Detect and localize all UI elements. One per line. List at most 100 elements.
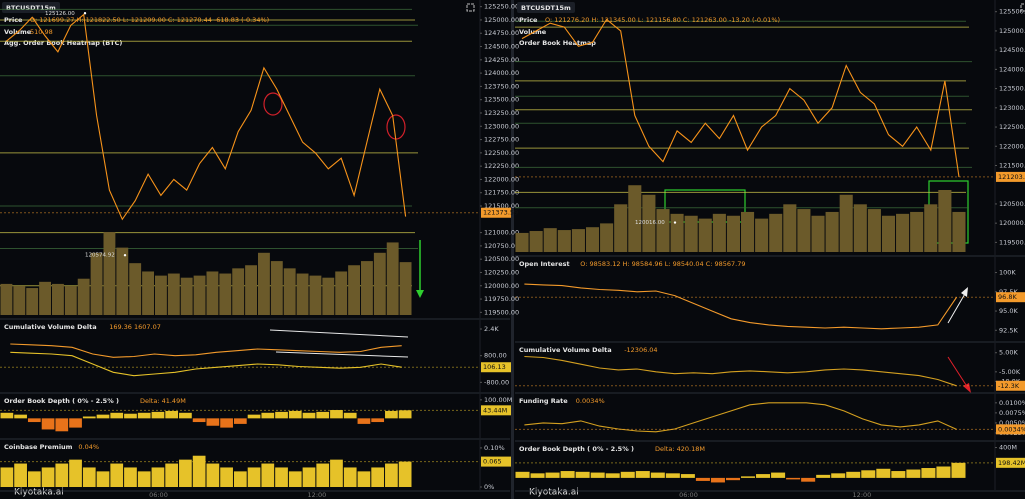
bar: [69, 418, 82, 428]
last-value-label: 121373.59: [483, 209, 518, 217]
bar: [590, 472, 605, 478]
time-label: 06:00: [149, 491, 168, 499]
pane-title: Order Book Depth ( 0% - 2.5% ): [519, 445, 634, 453]
y-tick-label: 120000.00: [484, 282, 519, 290]
bar: [64, 285, 77, 315]
series-line: [10, 343, 402, 358]
bar: [628, 185, 642, 252]
bar: [825, 211, 839, 252]
bar: [137, 471, 151, 487]
y-tick-label: 123500.00: [484, 96, 519, 104]
bar: [385, 410, 398, 419]
series-line: [524, 402, 957, 433]
bar: [891, 471, 906, 478]
last-value-tag: [996, 457, 1025, 468]
bar: [116, 247, 129, 315]
time-label: 12:00: [308, 491, 327, 499]
bar: [801, 477, 816, 482]
bar: [27, 418, 41, 423]
y-tick-label: 119500.00: [999, 238, 1025, 246]
bar: [343, 467, 357, 487]
bar: [710, 477, 725, 483]
bar: [399, 262, 412, 315]
last-value-tag: [996, 380, 1025, 391]
y-tick-label: 121000.00: [484, 229, 519, 237]
y-tick-label: 122750.00: [484, 136, 519, 144]
bar: [605, 473, 620, 478]
annotation-label: 120016.00: [635, 220, 665, 226]
bar: [55, 463, 69, 487]
bar: [642, 194, 656, 252]
y-tick-label: 125000.00: [999, 27, 1025, 35]
y-tick-label: 123250.00: [484, 109, 519, 117]
symbol-chip: [2, 2, 60, 13]
bar: [656, 209, 670, 252]
bar: [896, 213, 910, 252]
y-tick-label: 124500.00: [484, 43, 519, 51]
symbol-chip: [517, 2, 575, 13]
y-tick-label: 120500.00: [484, 255, 519, 263]
bar: [712, 213, 726, 252]
heatmap-title: Order Book Heatmap: [519, 39, 596, 47]
bar: [27, 471, 41, 487]
y-tick-label: 123500.00: [999, 85, 1025, 93]
bar: [129, 263, 142, 315]
bar: [206, 418, 220, 426]
bar: [179, 459, 192, 487]
bar: [82, 416, 96, 419]
last-value-label: 43.44M: [483, 406, 507, 414]
pane-readout: O: 121699.27 H: 121822.50 L: 121209.00 C…: [30, 16, 269, 24]
bar: [921, 468, 936, 478]
bar: [245, 265, 257, 315]
bar: [137, 412, 151, 419]
bar: [220, 467, 233, 487]
bar: [811, 215, 825, 252]
bar: [373, 252, 386, 315]
bar: [155, 275, 167, 315]
y-tick-label: 125500.00: [999, 8, 1025, 16]
down-arrow-head: [416, 290, 424, 298]
bar: [371, 418, 385, 423]
bar: [322, 277, 335, 315]
bar: [371, 467, 385, 487]
y-tick-label: 122500.00: [999, 123, 1025, 131]
bar: [938, 190, 952, 252]
bar: [515, 471, 530, 478]
bar: [783, 204, 797, 252]
bar: [797, 209, 811, 252]
pane-title: Cumulative Volume Delta: [519, 346, 612, 354]
bar: [635, 471, 650, 478]
pane-title: Price: [519, 16, 538, 24]
last-value-tag: [481, 456, 511, 467]
trend-arrow: [269, 329, 409, 338]
bar: [335, 271, 348, 315]
volume-label: Volume: [519, 28, 547, 36]
y-tick-label: 125250.00: [484, 3, 519, 11]
bar: [0, 283, 13, 315]
bar: [330, 459, 343, 487]
y-tick-label: 121500.00: [999, 161, 1025, 169]
fullscreen-button[interactable]: [466, 3, 475, 12]
pane-title: Coinbase Premium: [4, 443, 73, 451]
y-tick-label: 0.0050%: [999, 419, 1025, 427]
bar: [233, 418, 247, 424]
bar: [816, 474, 831, 478]
bar: [385, 463, 398, 487]
bar: [96, 414, 110, 419]
trend-arrow: [275, 351, 409, 358]
bar: [398, 410, 412, 419]
bar: [0, 412, 14, 419]
bar: [867, 209, 881, 252]
y-tick-label: 119750.00: [484, 295, 519, 303]
last-value-label: 96.8K: [998, 293, 1017, 301]
y-tick-label: 0.0100%: [999, 399, 1025, 407]
last-value-label: 106.13: [483, 363, 506, 371]
up-arrow-head: [961, 287, 968, 297]
bar: [180, 277, 193, 315]
bar: [786, 477, 801, 480]
bar: [124, 413, 137, 419]
bar: [192, 455, 206, 487]
bar: [585, 227, 600, 252]
bar: [357, 471, 371, 487]
bar: [726, 215, 740, 252]
